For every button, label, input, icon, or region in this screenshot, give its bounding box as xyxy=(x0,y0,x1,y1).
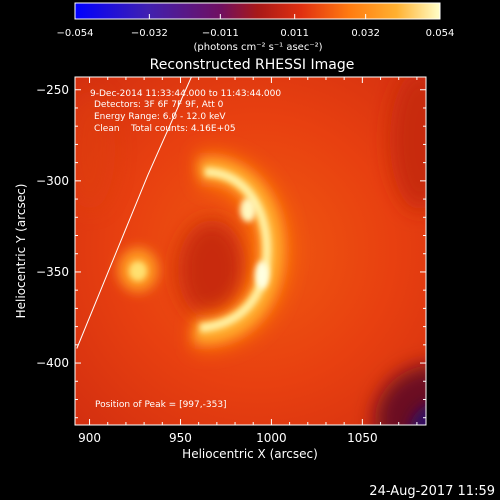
plot-frame xyxy=(74,76,427,426)
y-tick-label: −400 xyxy=(36,356,69,370)
colorbar: −0.054 −0.032 −0.011 0.011 0.032 0.054 (photo… xyxy=(56,2,454,53)
colorbar-units: (photons cm⁻² s⁻¹ asec⁻²) xyxy=(193,42,322,53)
y-tick-label: −250 xyxy=(36,83,69,97)
chart-title: Reconstructed RHESSI Image xyxy=(150,57,355,73)
colorbar-gradient xyxy=(74,2,441,20)
annotation-block: 9-Dec-2014 11:33:44.000 to 11:43:44.000 … xyxy=(90,89,281,134)
x-tick-label: 900 xyxy=(78,431,101,445)
y-tick-label: −300 xyxy=(36,174,69,188)
x-tick-label: 950 xyxy=(169,431,192,445)
peak-position-label: Position of Peak = [997,-353] xyxy=(95,400,227,410)
colorbar-tick-label: −0.054 xyxy=(56,28,93,39)
colorbar-tick-label: −0.011 xyxy=(202,28,239,39)
plot-overlay: 900 950 1000 1050 −250 −300 −350 −400 xyxy=(36,76,426,445)
y-axis-label: Heliocentric Y (arcsec) xyxy=(14,184,28,319)
annotation-clean: Clean Total counts: 4.16E+05 xyxy=(94,124,236,134)
colorbar-tick-label: 0.011 xyxy=(280,28,309,39)
colorbar-tick-label: −0.032 xyxy=(131,28,168,39)
annotation-detectors: Detectors: 3F 6F 7F 9F, Att 0 xyxy=(94,100,224,110)
y-tick-label: −350 xyxy=(36,265,69,279)
colorbar-tick-label: 0.032 xyxy=(351,28,380,39)
footer-timestamp: 24-Aug-2017 11:59 xyxy=(369,484,495,499)
annotation-energy: Energy Range: 6.0 - 12.0 keV xyxy=(94,112,226,122)
heatmap-image xyxy=(75,77,426,425)
x-tick-label: 1050 xyxy=(347,431,378,445)
colorbar-ticks: −0.054 −0.032 −0.011 0.011 0.032 0.054 xyxy=(56,14,454,39)
colorbar-tick-label: 0.054 xyxy=(426,28,455,39)
annotation-time: 9-Dec-2014 11:33:44.000 to 11:43:44.000 xyxy=(90,89,281,99)
solar-limb-line xyxy=(76,76,192,349)
x-axis-label: Heliocentric X (arcsec) xyxy=(182,447,318,461)
x-tick-label: 1000 xyxy=(256,431,287,445)
